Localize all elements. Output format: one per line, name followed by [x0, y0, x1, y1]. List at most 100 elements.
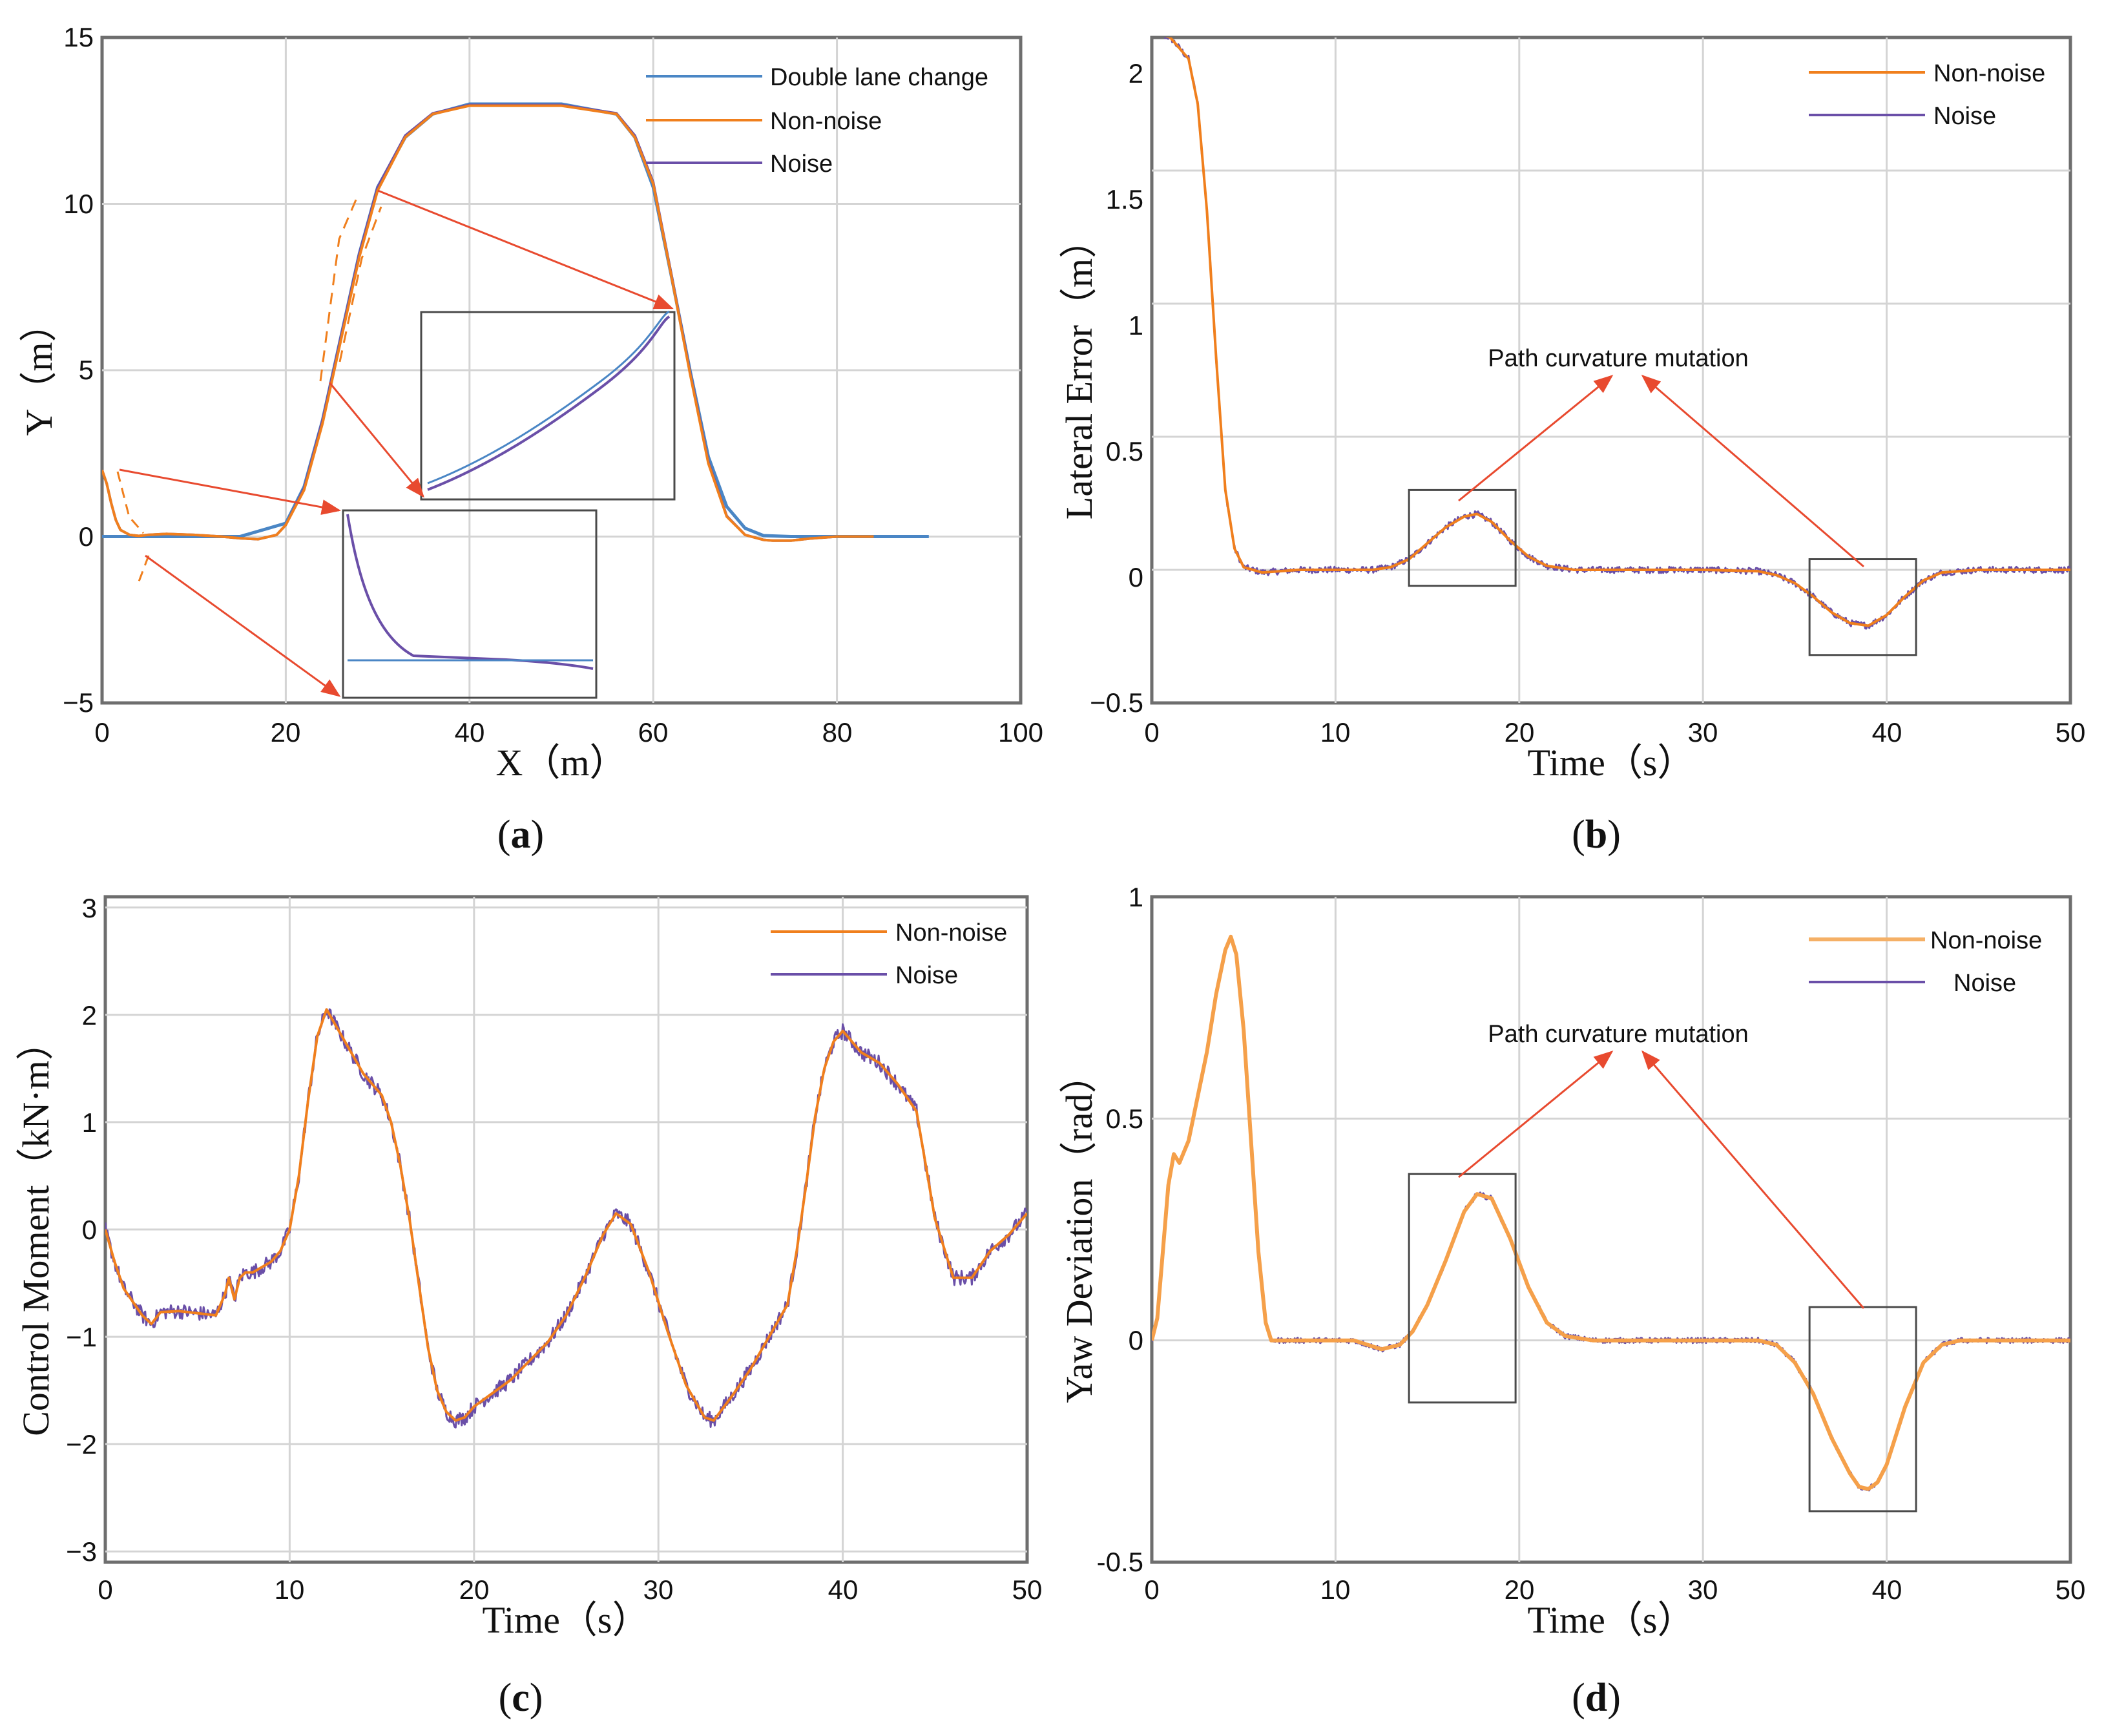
x-tick-label: 40 [1872, 717, 1902, 748]
legend-label: Double lane change [770, 64, 988, 91]
y-tick-labels: −5 0 5 10 15 [63, 22, 94, 718]
series-group [1163, 37, 2070, 630]
x-tick-label: 20 [459, 1574, 490, 1605]
x-tick-label: 30 [1688, 717, 1718, 748]
dashed-fragment [138, 555, 150, 582]
panel-label: (c) [499, 1676, 543, 1720]
dashed-fragment [339, 206, 382, 362]
x-tick-label: 0 [94, 717, 109, 748]
annotation-arrow [1458, 375, 1614, 502]
x-tick-label: 0 [1144, 717, 1159, 748]
y-tick-label: 0 [1129, 1325, 1143, 1355]
zoom-arrow [119, 468, 341, 515]
x-tick-label: 20 [1505, 717, 1535, 748]
y-tick-labels: −0.5 0 0.5 1 1.5 2 [1090, 58, 1143, 718]
y-tick-label: 1.5 [1106, 184, 1143, 214]
panel-letter: a [511, 813, 531, 857]
series-group [105, 1008, 1027, 1428]
legend-label: Non-noise [895, 919, 1007, 946]
legend: Non-noise Noise [1809, 927, 2042, 997]
x-tick-label: 0 [98, 1574, 112, 1605]
series-line-non-noise [1165, 37, 2070, 627]
annotation-arrow [1641, 375, 1864, 568]
legend-label: Non-noise [770, 108, 882, 135]
y-tick-label: 0.5 [1106, 436, 1143, 466]
y-tick-label: 0.5 [1106, 1103, 1143, 1134]
legend-label: Non-noise [1933, 60, 2045, 87]
x-tick-labels: 0 10 20 30 40 50 [1144, 1574, 2085, 1605]
panel-label: (d) [1572, 1676, 1621, 1720]
annotation-text: Path curvature mutation [1488, 1021, 1748, 1048]
x-tick-label: 20 [271, 717, 301, 748]
y-tick-label: -0.5 [1097, 1547, 1143, 1577]
x-tick-label: 10 [275, 1574, 305, 1605]
y-tick-label: −0.5 [1090, 687, 1143, 718]
x-tick-labels: 0 10 20 30 40 50 [98, 1574, 1042, 1605]
panel-letter: d [1585, 1676, 1607, 1720]
x-axis-label: Time（s） [483, 1599, 650, 1641]
y-axis-label: Lateral Error（m） [1058, 221, 1100, 519]
zoom-inset-upper [420, 311, 676, 501]
panel-label: (b) [1572, 813, 1621, 857]
highlight-box [1408, 488, 1517, 587]
x-tick-label: 50 [2056, 717, 2086, 748]
dashed-fragment [116, 471, 145, 534]
y-tick-label: 5 [79, 355, 94, 385]
highlight-box [1408, 1173, 1517, 1404]
x-tick-label: 30 [1688, 1574, 1718, 1605]
y-tick-label: 1 [1129, 310, 1143, 340]
x-tick-label: 10 [1320, 717, 1351, 748]
x-tick-label: 0 [1144, 1574, 1159, 1605]
y-axis-label: Yaw Deviation（rad） [1058, 1056, 1100, 1403]
legend-label: Non-noise [1930, 927, 2042, 954]
y-tick-label: 1 [82, 1107, 97, 1138]
panel-a: 0 20 40 60 80 100 −5 0 5 10 15 X（m） Y（m） [18, 22, 1043, 857]
y-tick-label: 10 [63, 189, 94, 219]
inset-reference-curve [427, 310, 670, 485]
legend-label: Noise [1933, 103, 1996, 130]
panel-label: (a) [497, 813, 544, 857]
y-tick-label: −5 [63, 687, 94, 718]
zoom-arrow [145, 554, 341, 697]
highlight-boxes [1408, 1173, 1917, 1512]
series-group [1152, 934, 2070, 1492]
x-tick-label: 50 [2056, 1574, 2086, 1605]
panel-b: 0 10 20 30 40 50 −0.5 0 0.5 1 1.5 2 Time… [1058, 36, 2086, 857]
panel-d: 0 10 20 30 40 50 -0.5 0 0.5 1 Time（s） Ya… [1058, 882, 2085, 1720]
x-tick-label: 10 [1320, 1574, 1351, 1605]
series-line-non-noise [105, 1008, 1027, 1422]
grid [1152, 897, 2070, 1562]
y-tick-label: 1 [1129, 882, 1143, 912]
y-tick-label: 15 [63, 22, 94, 52]
x-tick-label: 40 [455, 717, 485, 748]
legend-label: Noise [895, 962, 958, 989]
plot-frame [1150, 895, 2072, 1564]
legend: Non-noise Noise [1809, 60, 2045, 130]
y-tick-label: 3 [82, 893, 97, 923]
highlight-box [1808, 558, 1917, 656]
x-tick-label: 40 [828, 1574, 859, 1605]
x-tick-label: 60 [638, 717, 669, 748]
dashed-fragment [319, 193, 360, 382]
x-tick-labels: 0 20 40 60 80 100 [94, 717, 1043, 748]
series-line-noise [102, 103, 874, 542]
y-tick-label: −2 [66, 1429, 97, 1459]
legend-label: Noise [770, 151, 833, 178]
y-tick-labels: −3 −2 −1 0 1 2 3 [66, 893, 97, 1567]
x-tick-label: 100 [998, 717, 1043, 748]
y-axis-label: Control Moment（kN·m） [15, 1023, 57, 1436]
annotation-text: Path curvature mutation [1488, 345, 1748, 372]
plot-frame [1150, 36, 2072, 705]
grid [105, 897, 1027, 1562]
x-axis-label: X（m） [495, 742, 627, 784]
grid [102, 37, 1021, 703]
highlight-boxes [1408, 488, 1917, 656]
panel-letter: c [512, 1676, 530, 1720]
panel-letter: b [1585, 813, 1607, 857]
y-tick-label: −1 [66, 1322, 97, 1352]
x-tick-label: 20 [1505, 1574, 1535, 1605]
legend: Non-noise Noise [771, 919, 1007, 989]
legend: Double lane change Non-noise Noise [646, 64, 988, 178]
y-tick-label: 0 [79, 521, 94, 552]
